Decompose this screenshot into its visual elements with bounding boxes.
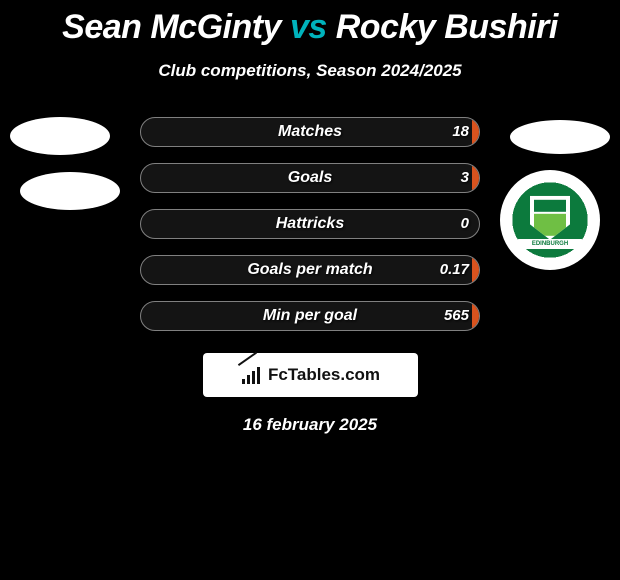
player1-name: Sean McGinty <box>62 8 281 46</box>
date-label: 16 february 2025 <box>0 415 620 435</box>
stat-label: Matches <box>141 118 479 146</box>
crest-ribbon: EDINBURGH <box>517 239 583 249</box>
stat-bar: Hattricks 0 <box>140 209 480 239</box>
stat-label: Min per goal <box>141 302 479 330</box>
subtitle: Club competitions, Season 2024/2025 <box>0 61 620 81</box>
stat-label: Hattricks <box>141 210 479 238</box>
crest-shield <box>530 196 570 240</box>
comparison-title: Sean McGinty vs Rocky Bushiri <box>0 0 620 47</box>
stat-bar: Goals 3 <box>140 163 480 193</box>
stat-value-right: 565 <box>444 302 469 330</box>
stat-bar: Matches 18 <box>140 117 480 147</box>
brand-box[interactable]: FcTables.com <box>203 353 418 397</box>
player2-club-crest: EDINBURGH <box>500 170 600 270</box>
stat-bar: Min per goal 565 <box>140 301 480 331</box>
player1-club-oval-bottom <box>20 172 120 210</box>
player2-club-oval <box>510 120 610 154</box>
player1-club-oval-top <box>10 117 110 155</box>
stat-label: Goals <box>141 164 479 192</box>
player2-name: Rocky Bushiri <box>336 8 558 46</box>
stat-label: Goals per match <box>141 256 479 284</box>
stat-value-right: 18 <box>452 118 469 146</box>
stat-bar: Goals per match 0.17 <box>140 255 480 285</box>
vs-label: vs <box>290 8 327 46</box>
stat-value-right: 0 <box>461 210 469 238</box>
stat-value-right: 0.17 <box>440 256 469 284</box>
chart-icon <box>240 366 262 384</box>
brand-text: FcTables.com <box>268 365 380 385</box>
crest-ring: EDINBURGH <box>507 177 593 263</box>
stat-value-right: 3 <box>461 164 469 192</box>
